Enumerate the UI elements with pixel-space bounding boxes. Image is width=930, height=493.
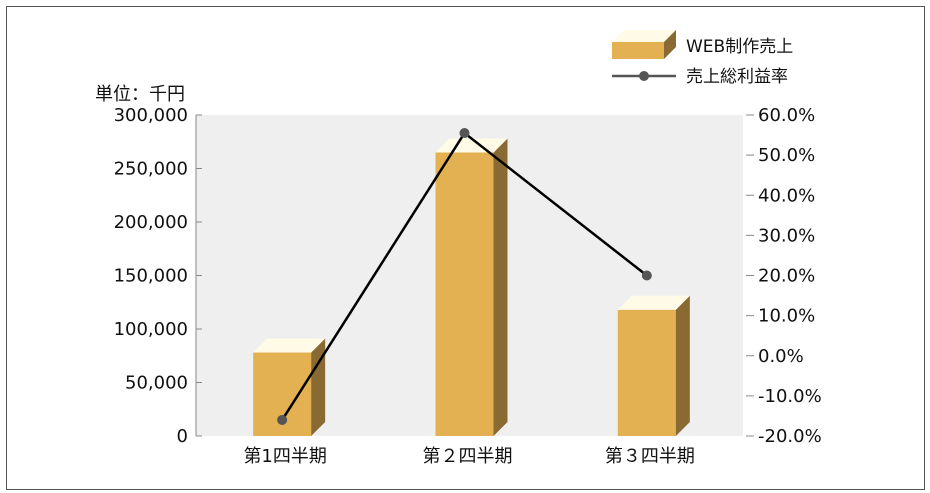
legend-swatch-top [612, 30, 676, 42]
bar-front [617, 309, 676, 436]
left-tick-label: 150,000 [114, 266, 188, 287]
left-tick-label: 50,000 [125, 373, 188, 394]
right-tick-label: 10.0% [758, 306, 815, 327]
line-point [277, 414, 288, 425]
legend-label: WEB制作売上 [686, 37, 793, 57]
left-tick-label: 250,000 [114, 159, 188, 180]
line-point [459, 128, 470, 139]
line-point [641, 270, 652, 281]
bar-top [253, 338, 326, 353]
bar-side [493, 138, 508, 436]
unit-label: 単位：千円 [95, 84, 185, 105]
bar-side [675, 295, 690, 436]
right-tick-label: -20.0% [758, 426, 822, 447]
legend-label: 売上総利益率 [686, 67, 788, 87]
right-tick-label: 40.0% [758, 185, 815, 206]
legend-bar-swatch [612, 30, 676, 59]
bar-top [617, 295, 690, 310]
line-series [277, 128, 652, 425]
right-tick-label: 20.0% [758, 266, 815, 287]
right-tick-label: 50.0% [758, 145, 815, 166]
left-tick-label: 100,000 [114, 319, 188, 340]
legend-line-marker [639, 71, 649, 81]
bar [617, 295, 690, 436]
left-tick-label: 200,000 [114, 212, 188, 233]
category-label: 第３四半期 [605, 446, 695, 467]
right-tick-label: -10.0% [758, 386, 822, 407]
right-tick-label: 60.0% [758, 105, 815, 126]
right-tick-label: 0.0% [758, 346, 804, 367]
legend-swatch-side [664, 30, 676, 59]
bar [435, 138, 508, 436]
category-labels: 第1四半期 第２四半期 第３四半期 [243, 446, 694, 467]
left-tick-label: 300,000 [114, 105, 188, 126]
legend-swatch-front [612, 42, 664, 59]
left-axis: 0 50,000 100,000 150,000 200,000 250,000 300,0… [114, 105, 202, 447]
right-axis: -20.0% -10.0% 0.0% 10.0% 20.0% 30.0% 40.0% 50.0… [746, 105, 822, 447]
left-tick-label: 0 [177, 426, 188, 447]
category-label: 第２四半期 [423, 446, 513, 467]
bar [253, 338, 326, 436]
category-label: 第1四半期 [243, 446, 326, 467]
right-tick-label: 30.0% [758, 225, 815, 246]
bar-side [311, 338, 326, 436]
bar-front [435, 152, 494, 436]
